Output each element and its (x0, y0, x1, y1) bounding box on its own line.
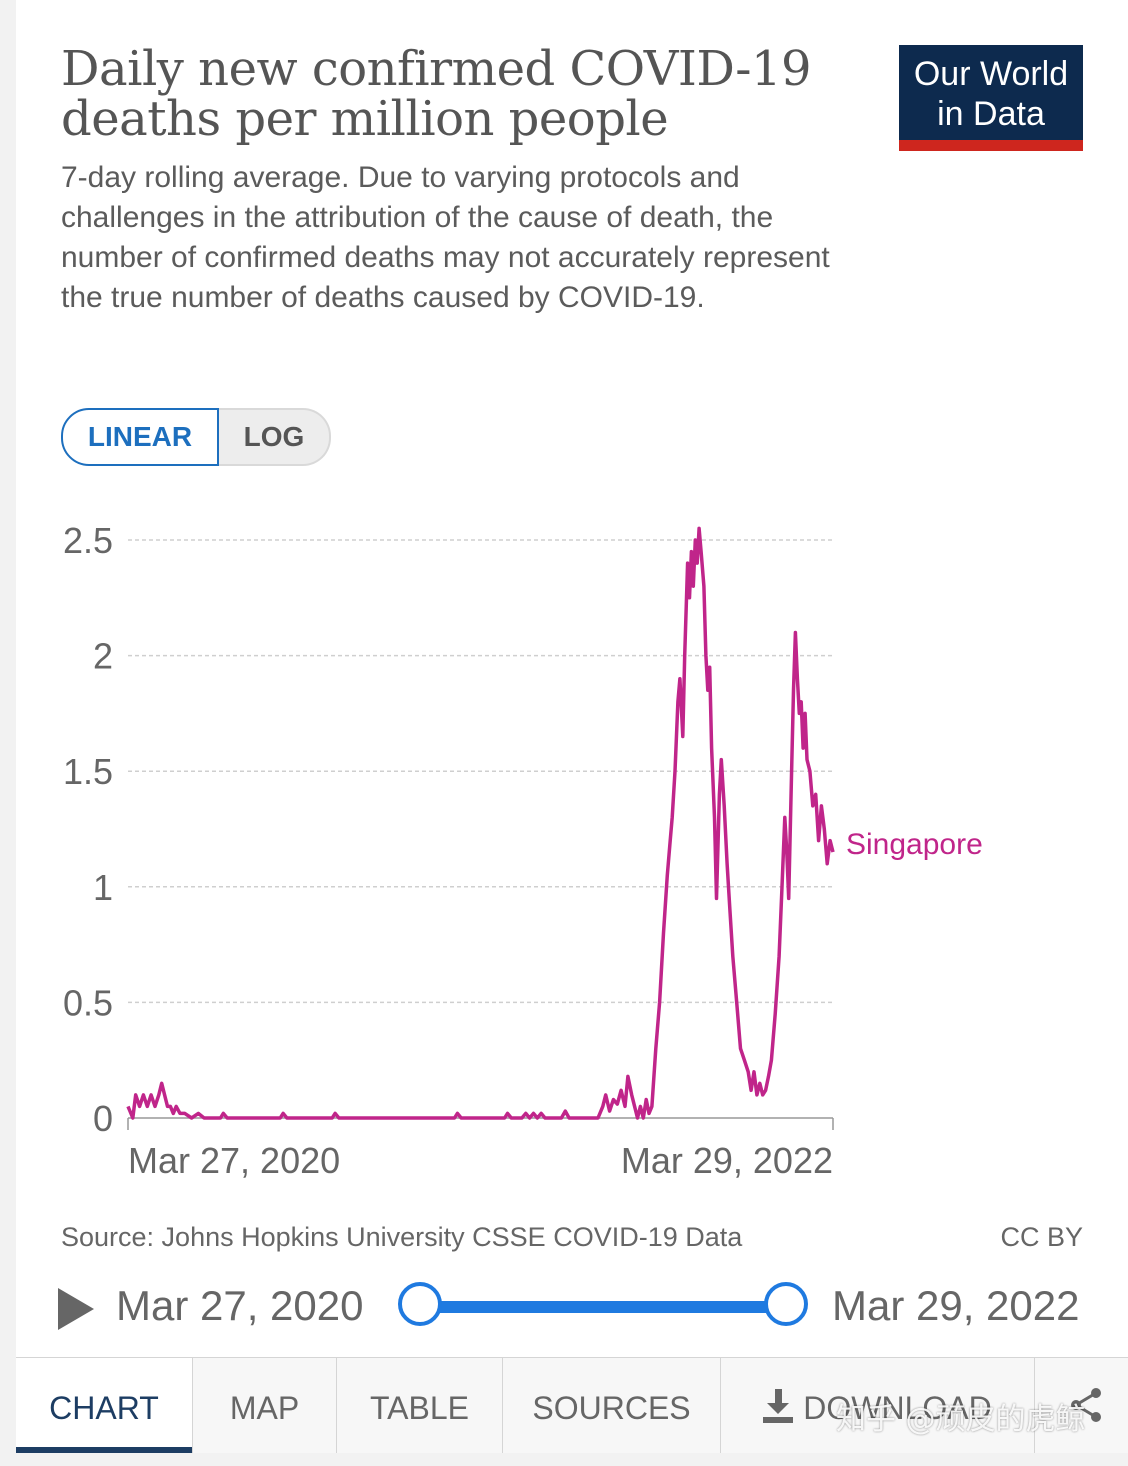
play-icon[interactable] (58, 1288, 94, 1330)
download-icon (763, 1389, 794, 1423)
x-tick-label: Mar 27, 2020 (128, 1140, 340, 1181)
chart-title: Daily new confirmed COVID-19 deaths per … (61, 41, 812, 147)
y-tick-label: 0.5 (63, 982, 113, 1023)
timeline: Mar 27, 2020 Mar 29, 2022 (16, 1278, 1128, 1342)
tab-share[interactable] (1034, 1358, 1128, 1453)
tab-bar: CHART MAP TABLE SOURCES DOWNLOAD (16, 1357, 1128, 1453)
timeline-end-handle[interactable] (764, 1282, 808, 1326)
logo-line-1: Our World (913, 55, 1069, 93)
line-chart: 0 0.5 1 1.5 2 2.5 Mar 27, 2020 Mar 29, 2022 Sing… (63, 520, 983, 1181)
timeline-end-label: Mar 29, 2022 (832, 1282, 1080, 1329)
tab-table[interactable]: TABLE (336, 1358, 502, 1453)
source-note[interactable]: Source: Johns Hopkins University CSSE CO… (61, 1222, 743, 1252)
series-label: Singapore (846, 828, 983, 861)
y-tick-label: 0 (93, 1098, 113, 1139)
owid-logo[interactable]: Our World in Data (899, 45, 1083, 151)
y-tick-label: 1.5 (63, 751, 113, 792)
tab-download[interactable]: DOWNLOAD (720, 1358, 1034, 1453)
x-tick-label: Mar 29, 2022 (621, 1140, 833, 1181)
y-tick-label: 1 (93, 867, 113, 908)
y-tick-label: 2.5 (63, 520, 113, 561)
tab-chart[interactable]: CHART (16, 1358, 192, 1453)
y-tick-label: 2 (93, 636, 113, 677)
license-label[interactable]: CC BY (1000, 1222, 1083, 1252)
linear-scale-button[interactable]: LINEAR (61, 408, 219, 466)
chart-card: Daily new confirmed COVID-19 deaths per … (16, 0, 1128, 1453)
logo-accent-bar (899, 140, 1083, 151)
tab-download-label: DOWNLOAD (803, 1390, 992, 1426)
series-line-singapore (126, 526, 835, 1120)
timeline-start-label: Mar 27, 2020 (116, 1282, 364, 1329)
log-scale-button[interactable]: LOG (219, 408, 331, 466)
chart-subtitle: 7-day rolling average. Due to varying pr… (61, 161, 830, 314)
tab-sources[interactable]: SOURCES (502, 1358, 720, 1453)
tab-map[interactable]: MAP (192, 1358, 336, 1453)
logo-line-2: in Data (937, 95, 1045, 133)
timeline-range-track[interactable] (417, 1301, 783, 1313)
timeline-start-handle[interactable] (398, 1282, 442, 1326)
watermark-text: 知乎 @顽皮的虎鲸 (836, 1402, 1086, 1437)
share-icon[interactable] (1066, 1385, 1106, 1425)
